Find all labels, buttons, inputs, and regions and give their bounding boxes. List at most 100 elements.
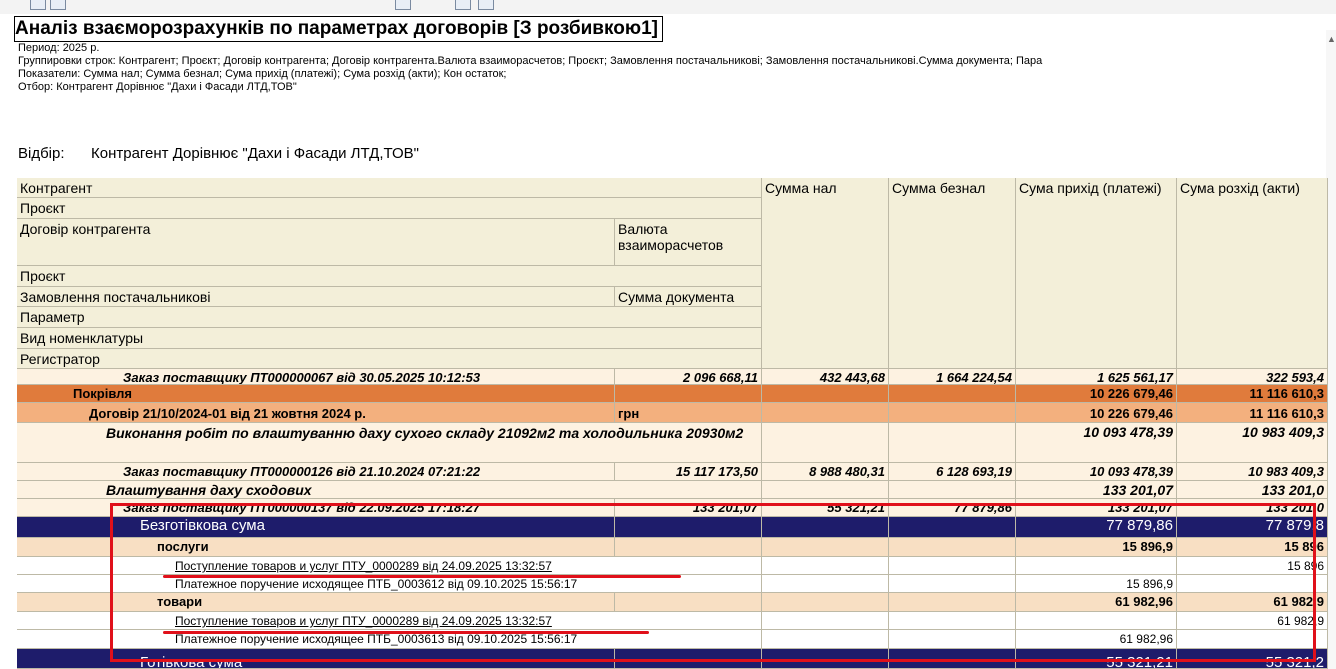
cell-rozkhid: 15 896 [1177,538,1328,557]
cell-doc [615,649,762,669]
header-zamovlennia: Замовлення постачальникові [17,287,615,307]
row-order-067[interactable]: Заказ поставщику ПТ000000067 від 30.05.2… [17,369,615,385]
row-registrar-payment-1[interactable]: Платежное поручение исходящее ПТБ_000361… [17,575,762,593]
cell-rozkhid: 322 593,4 [1177,369,1328,385]
registrar-link[interactable]: Поступление товаров и услуг ПТУ_0000289 … [175,614,552,628]
report-title: Аналіз взаєморозрахунків по параметрах д… [14,16,663,42]
row-param-cashless[interactable]: Безготівкова сума [17,517,615,538]
cell-beznal [889,557,1016,575]
cell-prykhid: 61 982,96 [1016,593,1177,612]
cell-nal: 55 321,21 [762,499,889,517]
cell-prykhid: 10 093 478,39 [1016,423,1177,463]
vertical-scrollbar[interactable]: ▲ [1326,30,1336,669]
cell-prykhid: 55 321,21 [1016,649,1177,669]
registrar-link[interactable]: Поступление товаров и услуг ПТУ_0000289 … [175,559,552,573]
row-order-126[interactable]: Заказ поставщику ПТ000000126 від 21.10.2… [17,463,615,481]
cell-beznal [889,481,1016,499]
view-icon[interactable] [455,0,471,10]
header-dogovir: Договір контрагента [17,219,615,266]
save-icon[interactable] [30,0,46,10]
row-project-stairs[interactable]: Влаштування даху сходових [17,481,762,499]
header-suma-beznal: Сумма безнал [889,178,1016,369]
cell-nal [762,557,889,575]
row-param-cash[interactable]: Готівкова сума [17,649,615,669]
cell-beznal: 1 664 224,54 [889,369,1016,385]
cell-prykhid: 77 879,86 [1016,517,1177,538]
cell-nal [762,649,889,669]
cell-beznal [889,403,1016,423]
header-reestrator: Регистратор [17,349,762,369]
settings-icon[interactable] [395,0,411,10]
cell-beznal [889,517,1016,538]
filter-label: Відбір: [18,145,65,162]
cell-prykhid: 10 093 478,39 [1016,463,1177,481]
filter-line: Відбір: Контрагент Дорівнює "Дахи і Фасад… [18,145,419,162]
cell-rozkhid: 10 983 409,3 [1177,463,1328,481]
cell-rozkhid: 61 982,9 [1177,593,1328,612]
cell-beznal [889,385,1016,403]
cell-prykhid: 15 896,9 [1016,538,1177,557]
row-contract[interactable]: Договір 21/10/2024-01 від 21 жовтня 2024… [17,403,615,423]
cell-rozkhid: 10 983 409,3 [1177,423,1328,463]
cell-prykhid [1016,557,1177,575]
cell-nal [762,517,889,538]
header-suma-nal: Сумма нал [762,178,889,369]
cell-prykhid: 10 226 679,46 [1016,385,1177,403]
cell-doc [615,385,762,403]
toolbar [0,0,1336,14]
cell-nal [762,593,889,612]
cell-rozkhid [1177,630,1328,649]
cell-nal [762,630,889,649]
row-order-137[interactable]: Заказ поставщику ПТ000000137 від 22.09.2… [17,499,615,517]
cell-nal [762,538,889,557]
header-valuta: Валюта взаиморасчетов [615,219,762,266]
row-project-pokrivlia[interactable]: Покрівля [17,385,615,403]
row-registrar-receipt-1[interactable]: Поступление товаров и услуг ПТУ_0000289 … [17,557,762,575]
row-registrar-payment-2[interactable]: Платежное поручение исходящее ПТБ_000361… [17,630,762,649]
header-suma-rozkhid: Сума розхід (акти) [1177,178,1328,369]
cell-rozkhid [1177,575,1328,593]
header-suma-prykhid: Сума прихід (платежі) [1016,178,1177,369]
report-grouping: Группировки строк: Контрагент; Проєкт; Д… [18,55,1043,67]
cell-doc: 133 201,07 [615,499,762,517]
report-table: Контрагент Проєкт Договір контрагента Ва… [17,178,1328,669]
cell-doc: 15 117 173,50 [615,463,762,481]
header-kontragent: Контрагент [17,178,762,198]
cell-prykhid: 1 625 561,17 [1016,369,1177,385]
cell-nal [762,385,889,403]
row-type-goods[interactable]: товари [17,593,615,612]
cell-valuta: грн [615,403,762,423]
cell-rozkhid: 55 321,2 [1177,649,1328,669]
cell-beznal [889,630,1016,649]
cell-nal: 432 443,68 [762,369,889,385]
cell-rozkhid: 15 896 [1177,557,1328,575]
cell-beznal: 77 879,86 [889,499,1016,517]
row-project-works[interactable]: Виконання робіт по влаштуванню даху сухо… [17,423,762,463]
cell-beznal [889,575,1016,593]
row-type-services[interactable]: послуги [17,538,615,557]
row-registrar-receipt-2[interactable]: Поступление товаров и услуг ПТУ_0000289 … [17,612,762,630]
header-vyd-nom: Вид номенклатуры [17,328,762,349]
cell-rozkhid: 77 879,8 [1177,517,1328,538]
cell-rozkhid: 61 982,9 [1177,612,1328,630]
scroll-up-icon[interactable]: ▲ [1327,34,1336,44]
cell-prykhid: 61 982,96 [1016,630,1177,649]
cell-rozkhid: 11 116 610,3 [1177,385,1328,403]
cell-doc: 2 096 668,11 [615,369,762,385]
cell-beznal [889,593,1016,612]
header-parametr: Параметр [17,307,762,328]
cell-prykhid: 133 201,07 [1016,499,1177,517]
cell-nal [762,423,889,463]
cell-rozkhid: 133 201,0 [1177,499,1328,517]
cell-beznal [889,423,1016,463]
cell-nal [762,403,889,423]
cell-beznal [889,612,1016,630]
cell-prykhid [1016,612,1177,630]
cell-rozkhid: 11 116 610,3 [1177,403,1328,423]
copy-icon[interactable] [50,0,66,10]
report-selection: Отбор: Контрагент Дорівнює "Дахи і Фасад… [18,81,297,93]
report-indicators: Показатели: Сумма нал; Сумма безнал; Сум… [18,68,507,80]
layout-icon[interactable] [478,0,494,10]
header-proekt-2: Проєкт [17,266,762,287]
cell-beznal [889,538,1016,557]
